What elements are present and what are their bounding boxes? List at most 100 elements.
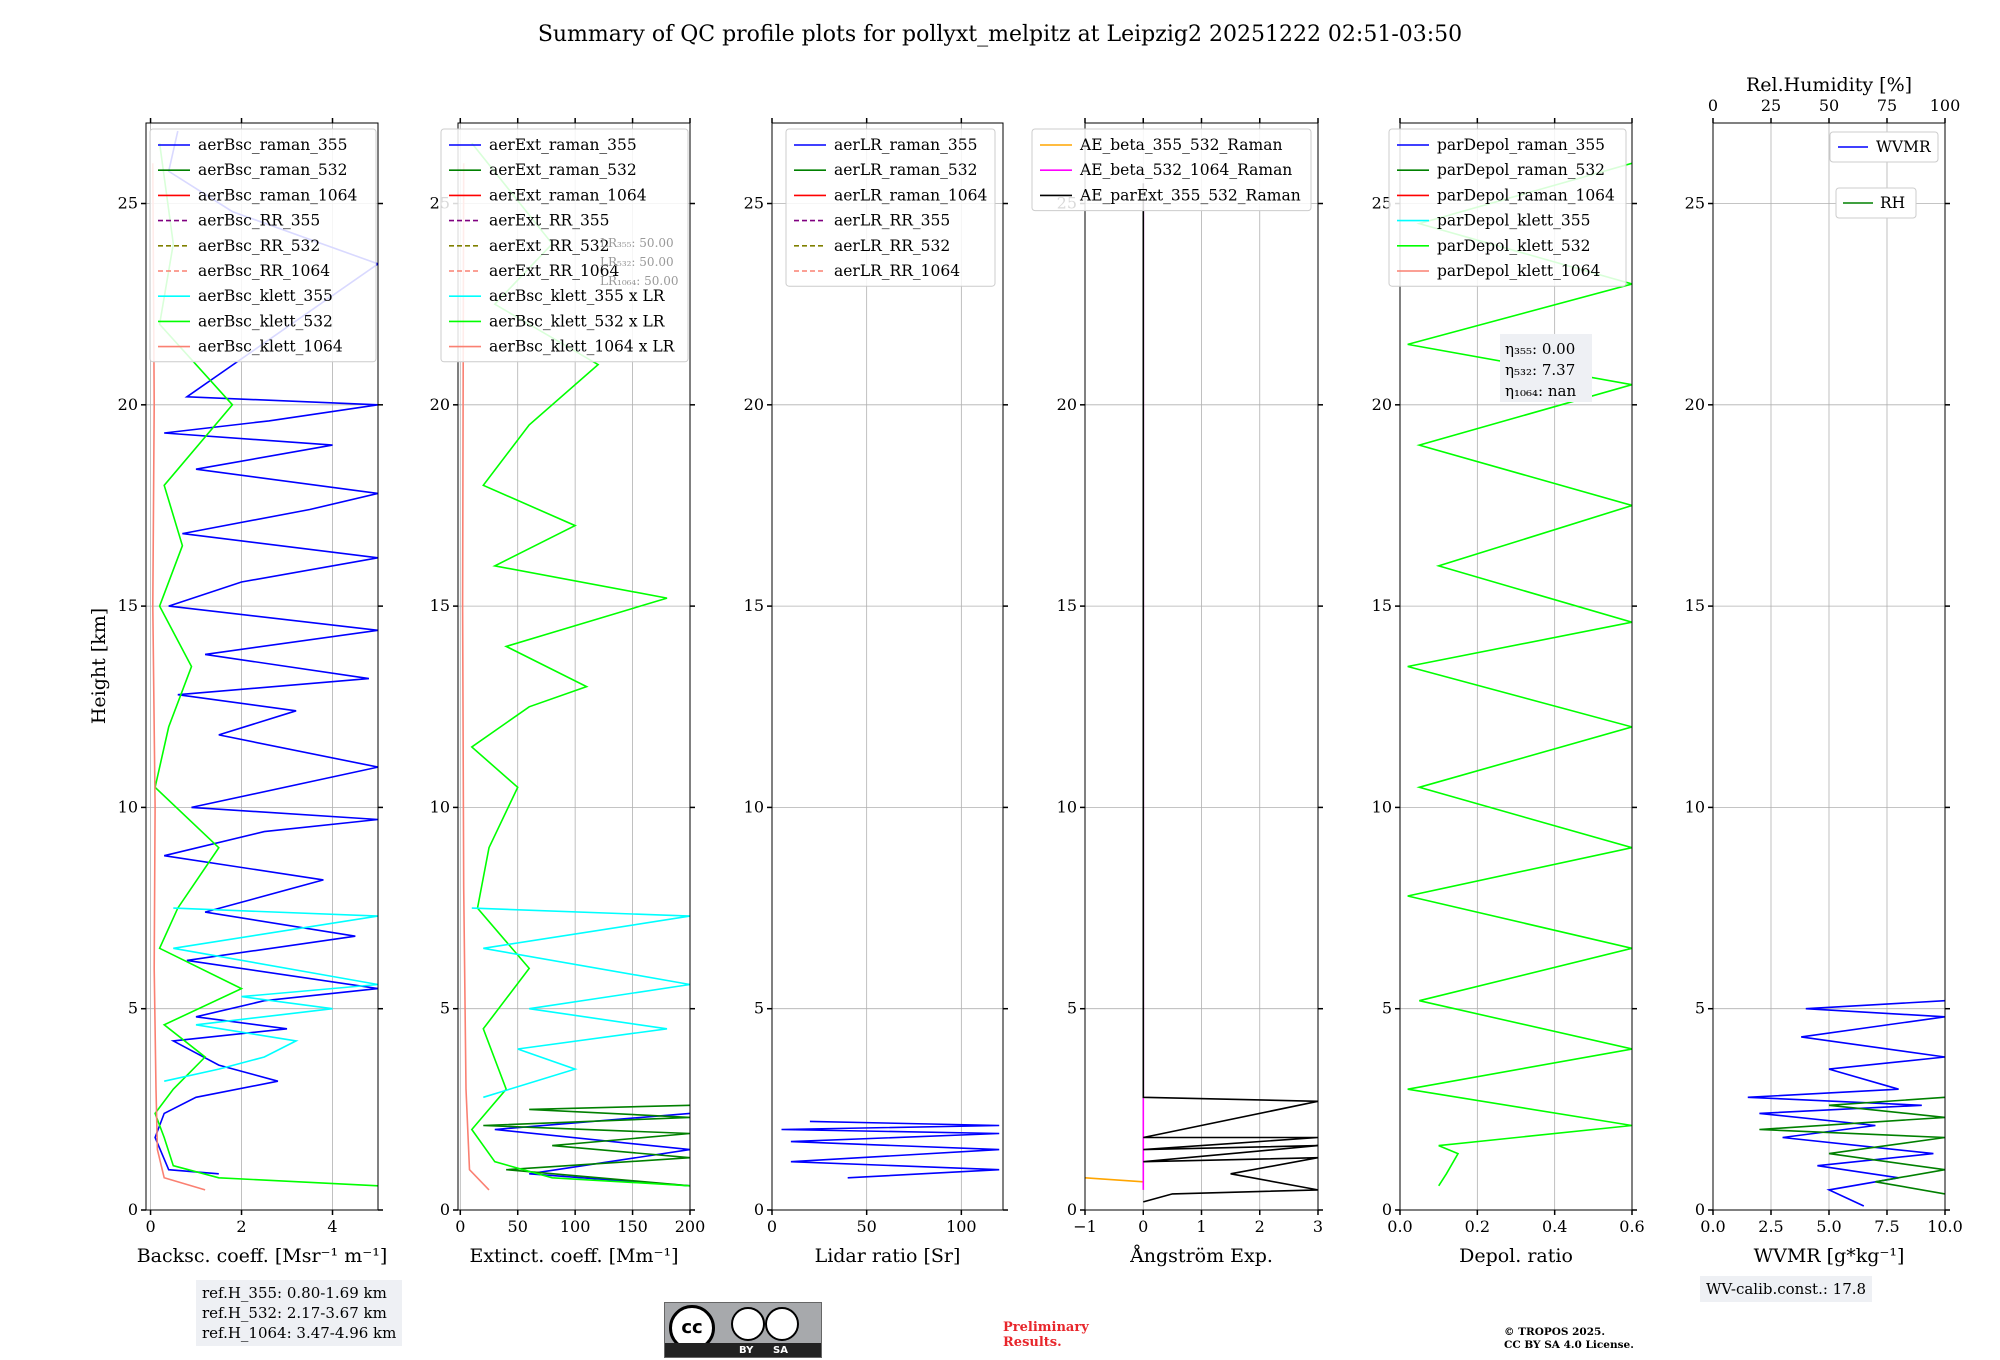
legend-label: RH xyxy=(1880,194,1905,212)
series-aerBsc_klett_355 x LR xyxy=(471,907,690,1099)
axes-frame xyxy=(457,122,691,1211)
top-xtick-label: 50 xyxy=(1819,96,1839,115)
x-axis-label: Depol. ratio xyxy=(1459,1245,1573,1267)
legend-label: aerExt_raman_532 xyxy=(489,161,637,179)
xtick-label: 0.2 xyxy=(1465,1217,1490,1236)
legend-label: parDepol_raman_1064 xyxy=(1437,186,1615,204)
legend-wvmr: WVMR xyxy=(1829,131,1939,163)
xtick-label: 2.5 xyxy=(1758,1217,1783,1236)
series-group xyxy=(461,142,690,1191)
panel-depol: 0 5 10 15 20 25 0.0 0.2 0.4 0.6 Depol. ratio parDep… xyxy=(1372,118,1645,1267)
series-parDepol_klett_532 xyxy=(1407,162,1632,1187)
ytick-label: 25 xyxy=(1372,194,1392,213)
x-axis-label: Extinct. coeff. [Mm⁻¹] xyxy=(469,1245,678,1267)
top-xtick-label: 25 xyxy=(1761,96,1781,115)
legend-box xyxy=(1031,128,1312,212)
legend-label: aerExt_RR_355 xyxy=(489,212,610,230)
series-aerBsc_klett_355 xyxy=(164,907,378,1082)
xtick-label: 0.6 xyxy=(1619,1217,1644,1236)
ytick-label: 15 xyxy=(1685,596,1705,615)
legend-label: parDepol_klett_355 xyxy=(1437,212,1590,230)
ytick-label: 5 xyxy=(128,999,138,1018)
series-aerBsc_klett_532 xyxy=(154,142,378,1187)
xtick-label: 7.5 xyxy=(1874,1217,1899,1236)
xtick-label: 150 xyxy=(617,1217,648,1236)
legend-label: aerLR_raman_1064 xyxy=(834,186,987,204)
xtick-label: 100 xyxy=(560,1217,591,1236)
xtick-label: 2 xyxy=(1255,1217,1265,1236)
legend-label: AE_beta_355_532_Raman xyxy=(1079,136,1282,154)
legend-box xyxy=(440,128,689,363)
top-xtick-label: 75 xyxy=(1877,96,1897,115)
xtick-label: 5.0 xyxy=(1816,1217,1841,1236)
ytick-label: 20 xyxy=(430,395,450,414)
legend-bsc: aerBsc_raman_355 aerBsc_raman_532 aerBsc_r… xyxy=(149,128,377,363)
legend-label: aerBsc_RR_532 xyxy=(198,237,320,255)
legend-lr: aerLR_raman_355 aerLR_raman_532 aerLR_rama… xyxy=(785,128,996,287)
series-aerExt_raman_532 xyxy=(483,1104,690,1187)
xtick-label: 0 xyxy=(455,1217,465,1236)
legend-box xyxy=(785,128,996,287)
legend-box xyxy=(149,128,377,363)
legend-label: aerExt_RR_1064 xyxy=(489,262,620,280)
ytick-label: 10 xyxy=(430,797,450,816)
ytick-label: 0 xyxy=(128,1200,138,1219)
xtick-label: −1 xyxy=(1073,1217,1097,1236)
ytick-label: 5 xyxy=(754,999,764,1018)
top-xtick-label: 0 xyxy=(1708,96,1718,115)
legend-label: aerBsc_klett_532 xyxy=(198,312,333,330)
legend-ae: AE_beta_355_532_Raman AE_beta_532_1064_Ra… xyxy=(1031,128,1312,212)
ytick-label: 15 xyxy=(430,596,450,615)
ytick-label: 20 xyxy=(1685,395,1705,414)
ytick-label: 10 xyxy=(744,797,764,816)
x-axis-label: WVMR [g*kg⁻¹] xyxy=(1754,1245,1905,1267)
legend-box xyxy=(1835,187,1917,219)
ytick-label: 15 xyxy=(1372,596,1392,615)
ytick-label: 0 xyxy=(440,1200,450,1219)
cc-by-sa-logo: cc BY SA xyxy=(664,1302,822,1358)
legend-label: aerBsc_raman_532 xyxy=(198,161,348,179)
eta-box-bg xyxy=(1500,334,1592,402)
ytick-label: 20 xyxy=(1057,395,1077,414)
legend-label: aerBsc_RR_1064 xyxy=(198,262,330,280)
eta-label: η₅₃₂: 7.37 xyxy=(1505,361,1575,379)
series-group xyxy=(781,1120,1000,1179)
ytick-label: 0 xyxy=(754,1200,764,1219)
figure-title: Summary of QC profile plots for pollyxt_… xyxy=(537,22,1463,47)
legend-label: aerBsc_raman_1064 xyxy=(198,186,358,204)
ytick-label: 5 xyxy=(1382,999,1392,1018)
ytick-label: 20 xyxy=(1372,395,1392,414)
legend-label: WVMR xyxy=(1876,138,1932,156)
ref-height-532: ref.H_532: 2.17-3.67 km xyxy=(202,1304,387,1322)
series-group xyxy=(1085,183,1318,1203)
legend-label: aerBsc_klett_1064 xyxy=(198,338,343,356)
ytick-label: 25 xyxy=(744,194,764,213)
series-AE_beta_355_532_Raman xyxy=(1085,1177,1144,1183)
xtick-label: 50 xyxy=(856,1217,876,1236)
series-aerExt_raman_355 xyxy=(494,1112,690,1187)
legend-label: aerBsc_RR_355 xyxy=(198,212,320,230)
xtick-label: 0.0 xyxy=(1700,1217,1725,1236)
ytick-label: 25 xyxy=(1685,194,1705,213)
ref-height-1064: ref.H_1064: 3.47-4.96 km xyxy=(202,1324,397,1342)
ref-height-355: ref.H_355: 0.80-1.69 km xyxy=(202,1284,387,1302)
panel-bsc: 0 5 10 15 20 25 0 2 4 Backsc. coeff. [Msr⁻¹ m⁻¹] a… xyxy=(118,118,387,1267)
legend-label: aerLR_raman_532 xyxy=(834,161,977,179)
legend-label: aerBsc_raman_355 xyxy=(198,136,348,154)
ytick-label: 15 xyxy=(744,596,764,615)
series-group xyxy=(151,130,378,1191)
x-axis-label: Ångström Exp. xyxy=(1129,1245,1273,1267)
top-xtick-label: 100 xyxy=(1930,96,1961,115)
series-aerLR_raman_355 xyxy=(781,1120,1000,1179)
legend-label: parDepol_raman_355 xyxy=(1437,136,1605,154)
cc-logo-strip xyxy=(665,1343,821,1357)
legend-label: aerExt_raman_355 xyxy=(489,136,637,154)
copyright-line-2: CC BY SA 4.0 License. xyxy=(1504,1339,1634,1351)
series-aerBsc_klett_1064 x LR xyxy=(461,163,490,1191)
series-group xyxy=(1407,162,1632,1187)
series-WVMR xyxy=(1747,999,1945,1207)
series-group xyxy=(1747,999,1945,1207)
ytick-label: 10 xyxy=(1685,797,1705,816)
